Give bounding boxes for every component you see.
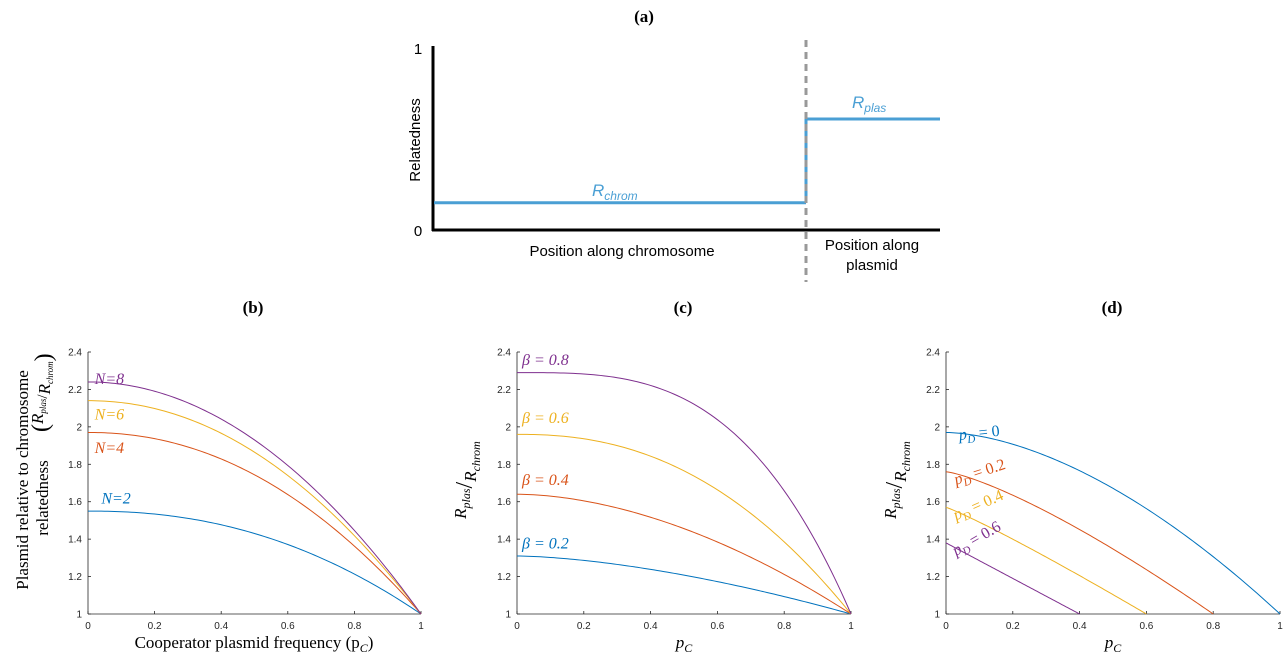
panel-c-ytick-label: 1.6 <box>497 497 511 508</box>
panel-b-title: (b) <box>243 298 264 317</box>
panel-d-series-3-line <box>945 506 1147 615</box>
panel-b-ytick-label: 2.2 <box>68 385 82 396</box>
panel-d-series-4-label: pD = 0.6 <box>949 518 1006 562</box>
panel-c-xtick-label: 1 <box>848 621 854 632</box>
panel-d-xtick-label: 0.2 <box>1006 621 1020 632</box>
panel-d-series-1-line <box>945 431 1281 615</box>
panel-a-plas-label: Rplas <box>852 93 886 115</box>
panel-c-series-4-line <box>517 372 852 615</box>
panel-a-chrom-label: Rchrom <box>592 181 638 203</box>
panel-d-xtick-label: 1 <box>1277 621 1283 632</box>
panel-b-series-4-line <box>87 381 422 615</box>
panel-c-series-3-label: β = 0.6 <box>521 410 569 427</box>
panel-a-title: (a) <box>634 7 654 26</box>
panel-b-ytick-label: 1.8 <box>68 460 82 471</box>
panel-d-ytick-label: 1.2 <box>926 572 940 583</box>
panel-b-ytick-label: 1.4 <box>68 535 82 546</box>
panel-b-ytick-label: 2 <box>76 422 82 433</box>
panel-a-ytick-0: 0 <box>414 223 422 240</box>
panel-c-ytick-label: 1 <box>505 610 511 621</box>
panel-d-title: (d) <box>1102 298 1123 317</box>
panel-b-ytick-label: 1.2 <box>68 572 82 583</box>
panel-c-ytick-label: 1.2 <box>497 572 511 583</box>
panel-d-ytick-label: 1.8 <box>926 460 940 471</box>
panel-b-curves: N=2 N=4 N=6 N=8 <box>87 371 422 615</box>
panel-c-xlabel: pC <box>675 633 694 654</box>
panel-b-series-3-label: N=6 <box>94 406 124 423</box>
panel-c-xtick-label: 0.4 <box>644 621 658 632</box>
panel-b-series-2-label: N=4 <box>94 440 124 457</box>
panel-c-ylabel: Rplas/Rchrom <box>451 441 483 520</box>
panel-d-chart: (d) 1 1.2 1.4 1.6 1.8 2 2.2 2.4 0 0.2 0.4 0.6 0.8 1 p… <box>881 298 1283 654</box>
panel-d-series-2-label: pD = 0.2 <box>951 456 1009 492</box>
panel-c-xtick-label: 0.8 <box>777 621 791 632</box>
panel-c-chart: (c) 1 1.2 1.4 1.6 1.8 2 2.2 2.4 0 0.2 0.4 0.6 0.8 1 β… <box>451 298 854 654</box>
panel-a-ylabel: Relatedness <box>407 98 424 181</box>
panel-b-series-3-line <box>87 400 422 615</box>
panel-c-ytick-label: 1.8 <box>497 460 511 471</box>
panel-c-axes: 1 1.2 1.4 1.6 1.8 2 2.2 2.4 0 0.2 0.4 0.6 0.8 1 <box>497 348 854 633</box>
panel-b-chart: (b) 1 1.2 1.4 1.6 1.8 2 2.2 2.4 0 0.2 0.4 0.6 0.8 1 N… <box>13 298 424 654</box>
panel-b-ytick-label: 1.6 <box>68 497 82 508</box>
panel-b-xtick-label: 0.8 <box>347 621 361 632</box>
panel-d-curves: pD = 0 pD = 0.2pD = 0.4pD = 0.6 <box>945 423 1281 615</box>
panel-b-xtick-label: 0.2 <box>148 621 162 632</box>
panel-c-xtick-label: 0.2 <box>577 621 591 632</box>
panel-c-xtick-label: 0.6 <box>710 621 724 632</box>
panel-a-chromosome-region-label: Position along chromosome <box>529 243 714 260</box>
panel-c-title: (c) <box>674 298 693 317</box>
panel-d-xtick-label: 0.8 <box>1206 621 1220 632</box>
panel-b-xtick-label: 0.6 <box>281 621 295 632</box>
panel-d-ytick-label: 2.2 <box>926 385 940 396</box>
panel-b-ylabel: Plasmid relative to chromosome relatedne… <box>13 353 57 589</box>
panel-c-series-1-label: β = 0.2 <box>521 536 569 553</box>
panel-b-ylabel-line2: relatedness <box>33 460 52 536</box>
panel-c-series-4-label: β = 0.8 <box>521 352 569 369</box>
panel-b-axes: 1 1.2 1.4 1.6 1.8 2 2.2 2.4 0 0.2 0.4 0.6 0.8 1 <box>68 348 424 633</box>
panel-b-ylabel-line1: Plasmid relative to chromosome <box>13 370 32 590</box>
panel-d-axes: 1 1.2 1.4 1.6 1.8 2 2.2 2.4 0 0.2 0.4 0.6 0.8 1 <box>926 348 1283 633</box>
panel-b-series-1-line <box>87 510 422 615</box>
panel-c-series-3-line <box>516 433 852 615</box>
panel-d-xtick-label: 0 <box>943 621 949 632</box>
panel-d-ytick-label: 1.6 <box>926 497 940 508</box>
panel-a-ytick-1: 1 <box>414 41 422 58</box>
panel-b-ytick-label: 1 <box>76 610 82 621</box>
panel-b-series-1-label: N=2 <box>100 491 130 508</box>
panel-c-ytick-label: 2 <box>505 422 511 433</box>
panel-c-xtick-label: 0 <box>514 621 520 632</box>
panel-d-series-2-line <box>945 471 1214 615</box>
panel-d-ylabel: Rplas/Rchrom <box>881 441 913 520</box>
panel-b-xtick-label: 1 <box>418 621 424 632</box>
panel-c-ytick-label: 2.4 <box>497 348 511 359</box>
panel-c-curves: β = 0.2 β = 0.4 β = 0.6 β = 0.8 <box>516 352 852 615</box>
panel-b-xlabel: Cooperator plasmid frequency (pC) <box>135 633 374 654</box>
panel-b-ylabel-fraction: (Rplas/Rchrom) <box>28 353 57 432</box>
panel-d-ytick-label: 2 <box>934 422 940 433</box>
panel-a-plasmid-region-label-2: plasmid <box>846 257 898 274</box>
panel-b-series-4-label: N=8 <box>94 371 124 388</box>
panel-d-ytick-label: 2.4 <box>926 348 940 359</box>
panel-d-series-1-label: pD = 0 <box>957 423 1001 447</box>
panel-d-series-3-label: pD = 0.4 <box>950 487 1007 527</box>
panel-d-xlabel: pC <box>1104 633 1123 654</box>
panel-c-ytick-label: 2.2 <box>497 385 511 396</box>
panel-a-plasmid-region-label-1: Position along <box>825 237 919 254</box>
panel-c-ytick-label: 1.4 <box>497 535 511 546</box>
panel-d-xtick-label: 0.4 <box>1073 621 1087 632</box>
panel-d-series-4-line <box>945 542 1080 615</box>
panel-a-schematic: (a) 1 0 Relatedness Rchrom Rplas Positio… <box>407 7 940 282</box>
panel-b-xtick-label: 0.4 <box>214 621 228 632</box>
panel-d-ytick-label: 1.4 <box>926 535 940 546</box>
panel-b-xtick-label: 0 <box>85 621 91 632</box>
panel-c-series-2-line <box>516 493 852 615</box>
panel-b-series-2-line <box>87 431 422 615</box>
panel-b-ytick-label: 2.4 <box>68 348 82 359</box>
panel-d-ytick-label: 1 <box>934 610 940 621</box>
panel-d-xtick-label: 0.6 <box>1139 621 1153 632</box>
panel-c-series-2-label: β = 0.4 <box>521 472 569 489</box>
panel-c-series-1-line <box>516 555 852 615</box>
